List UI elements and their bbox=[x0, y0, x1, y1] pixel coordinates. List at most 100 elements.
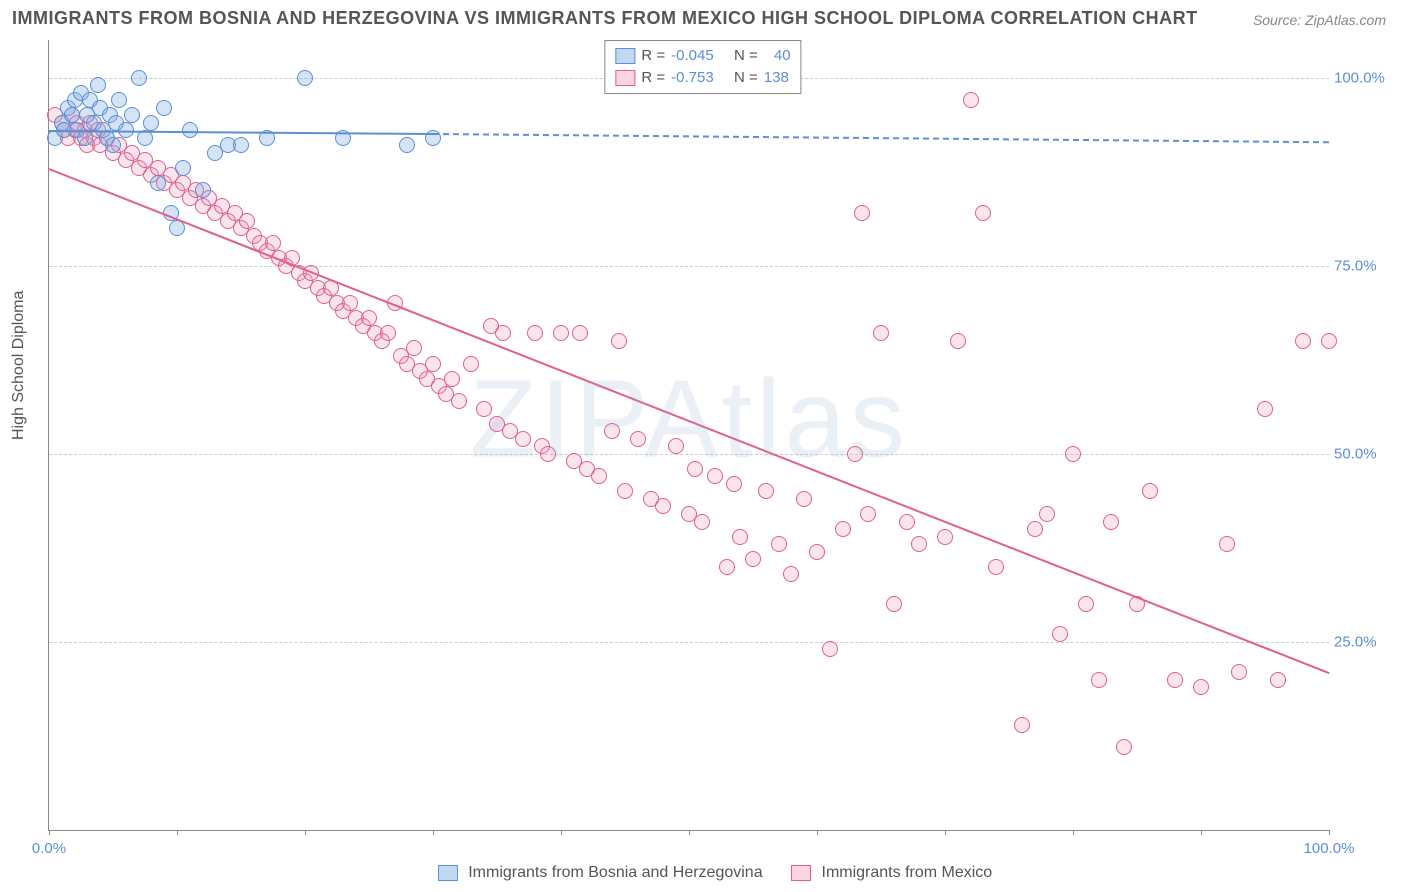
r-label: R = bbox=[641, 67, 665, 89]
data-point bbox=[732, 529, 748, 545]
r-value-a: -0.045 bbox=[671, 45, 714, 67]
data-point bbox=[64, 107, 80, 123]
data-point bbox=[1116, 739, 1132, 755]
data-point bbox=[796, 491, 812, 507]
x-tick-mark bbox=[689, 830, 690, 835]
y-tick-label: 100.0% bbox=[1334, 69, 1404, 86]
swatch-a-icon bbox=[438, 865, 458, 881]
gridline-h bbox=[49, 642, 1329, 643]
x-tick-mark bbox=[305, 830, 306, 835]
chart-container: IMMIGRANTS FROM BOSNIA AND HERZEGOVINA V… bbox=[0, 0, 1406, 892]
n-value-a: 40 bbox=[774, 45, 791, 67]
data-point bbox=[611, 333, 627, 349]
gridline-h bbox=[49, 454, 1329, 455]
data-point bbox=[668, 438, 684, 454]
data-point bbox=[630, 431, 646, 447]
data-point bbox=[1142, 483, 1158, 499]
swatch-b-icon bbox=[615, 70, 635, 86]
trend-line bbox=[433, 133, 1329, 143]
data-point bbox=[1295, 333, 1311, 349]
data-point bbox=[527, 325, 543, 341]
n-label: N = bbox=[734, 67, 758, 89]
data-point bbox=[515, 431, 531, 447]
data-point bbox=[451, 393, 467, 409]
y-tick-label: 25.0% bbox=[1334, 633, 1404, 650]
data-point bbox=[975, 205, 991, 221]
r-value-b: -0.753 bbox=[671, 67, 714, 89]
data-point bbox=[1103, 514, 1119, 530]
data-point bbox=[1219, 536, 1235, 552]
y-tick-label: 75.0% bbox=[1334, 257, 1404, 274]
data-point bbox=[105, 137, 121, 153]
data-point bbox=[444, 371, 460, 387]
data-point bbox=[380, 325, 396, 341]
swatch-a-icon bbox=[615, 48, 635, 64]
data-point bbox=[131, 70, 147, 86]
data-point bbox=[726, 476, 742, 492]
data-point bbox=[1167, 672, 1183, 688]
legend-row-b: R = -0.753 N = 138 bbox=[615, 67, 790, 89]
data-point bbox=[195, 182, 211, 198]
series-legend: Immigrants from Bosnia and Herzegovina I… bbox=[0, 864, 1406, 882]
x-tick-mark bbox=[177, 830, 178, 835]
x-tick-mark bbox=[1073, 830, 1074, 835]
data-point bbox=[399, 137, 415, 153]
data-point bbox=[463, 356, 479, 372]
data-point bbox=[150, 175, 166, 191]
data-point bbox=[297, 70, 313, 86]
y-axis-label: High School Diploma bbox=[10, 291, 28, 440]
x-tick-mark bbox=[49, 830, 50, 835]
r-label: R = bbox=[641, 45, 665, 67]
x-tick-mark bbox=[1201, 830, 1202, 835]
data-point bbox=[476, 401, 492, 417]
data-point bbox=[719, 559, 735, 575]
data-point bbox=[835, 521, 851, 537]
data-point bbox=[655, 498, 671, 514]
data-point bbox=[156, 100, 172, 116]
data-point bbox=[265, 235, 281, 251]
data-point bbox=[783, 566, 799, 582]
data-point bbox=[822, 641, 838, 657]
data-point bbox=[617, 483, 633, 499]
data-point bbox=[572, 325, 588, 341]
data-point bbox=[233, 137, 249, 153]
gridline-h bbox=[49, 266, 1329, 267]
x-tick-mark bbox=[817, 830, 818, 835]
x-tick-mark bbox=[945, 830, 946, 835]
data-point bbox=[111, 92, 127, 108]
x-tick-mark bbox=[1329, 830, 1330, 835]
data-point bbox=[495, 325, 511, 341]
data-point bbox=[143, 115, 159, 131]
data-point bbox=[899, 514, 915, 530]
data-point bbox=[1065, 446, 1081, 462]
data-point bbox=[707, 468, 723, 484]
data-point bbox=[1091, 672, 1107, 688]
data-point bbox=[239, 213, 255, 229]
data-point bbox=[1027, 521, 1043, 537]
data-point bbox=[553, 325, 569, 341]
legend-row-a: R = -0.045 N = 40 bbox=[615, 45, 790, 67]
data-point bbox=[406, 340, 422, 356]
x-tick-label: 100.0% bbox=[1304, 840, 1355, 857]
trend-line bbox=[49, 168, 1330, 674]
data-point bbox=[687, 461, 703, 477]
data-point bbox=[342, 295, 358, 311]
data-point bbox=[854, 205, 870, 221]
x-tick-mark bbox=[433, 830, 434, 835]
data-point bbox=[1231, 664, 1247, 680]
swatch-b-icon bbox=[791, 865, 811, 881]
data-point bbox=[873, 325, 889, 341]
data-point bbox=[1270, 672, 1286, 688]
n-label: N = bbox=[734, 45, 758, 67]
data-point bbox=[937, 529, 953, 545]
plot-area: ZIPAtlas 25.0%50.0%75.0%100.0%0.0%100.0% bbox=[48, 40, 1329, 831]
data-point bbox=[124, 107, 140, 123]
data-point bbox=[540, 446, 556, 462]
series-a-label: Immigrants from Bosnia and Herzegovina bbox=[468, 864, 762, 881]
data-point bbox=[809, 544, 825, 560]
source-label: Source: ZipAtlas.com bbox=[1253, 12, 1386, 28]
data-point bbox=[604, 423, 620, 439]
n-value-b: 138 bbox=[764, 67, 789, 89]
correlation-legend: R = -0.045 N = 40 R = -0.753 N = 138 bbox=[604, 40, 801, 94]
data-point bbox=[1321, 333, 1337, 349]
